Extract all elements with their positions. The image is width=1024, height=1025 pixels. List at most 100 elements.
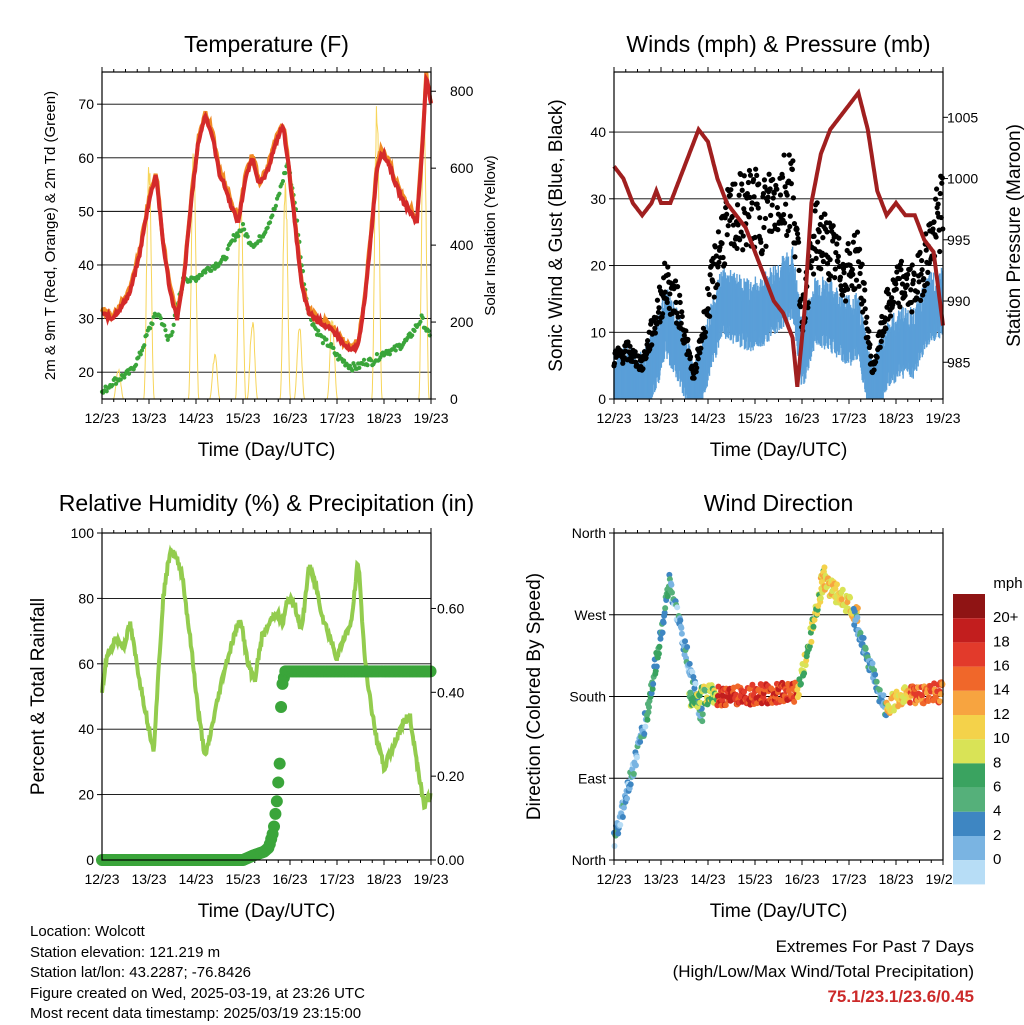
gust-point	[702, 329, 709, 335]
y-tick-label: North	[572, 852, 606, 868]
gust-point	[796, 267, 802, 274]
gust-point	[749, 200, 755, 206]
direction-point	[791, 698, 798, 705]
direction-point	[632, 762, 639, 769]
gust-point	[717, 244, 723, 250]
solar-line	[371, 106, 383, 400]
gust-point	[760, 190, 767, 197]
gust-point	[811, 233, 817, 239]
gust-point	[765, 194, 771, 200]
dewpoint-point	[203, 270, 208, 275]
y2-axis-label: Solar Insolation (Yellow)	[482, 155, 499, 315]
direction-point	[802, 662, 809, 669]
gust-point	[759, 248, 765, 254]
gust-point	[931, 219, 937, 225]
dewpoint-point	[236, 233, 241, 239]
dewpoint-point	[270, 213, 275, 218]
gust-point	[655, 309, 662, 315]
direction-point	[749, 681, 756, 688]
y-tick-label: 30	[78, 311, 94, 327]
gust-point	[754, 201, 760, 207]
direction-point	[847, 594, 854, 601]
legend-label: 16	[993, 658, 1010, 675]
gust-point	[824, 261, 831, 267]
gust-point	[732, 181, 738, 187]
x-tick-label: 19/23	[413, 410, 448, 426]
direction-point	[806, 643, 813, 650]
gust-point	[766, 171, 772, 177]
gust-point	[902, 292, 908, 299]
gust-point	[746, 167, 753, 174]
station-info: Location: Wolcott Station elevation: 121…	[30, 922, 365, 1025]
dewpoint-point	[273, 203, 278, 208]
gust-point	[755, 205, 761, 211]
gust-point	[792, 254, 798, 260]
dewpoint-point	[114, 381, 119, 386]
extremes-values: 75.1/23.1/23.6/0.45	[827, 987, 974, 1006]
gust-point	[883, 326, 889, 332]
y-tick-label: 0	[86, 852, 94, 868]
direction-point	[699, 711, 706, 718]
gust-point	[828, 273, 834, 279]
x-tick-label: 15/23	[225, 410, 260, 426]
gust-point	[917, 297, 924, 303]
dewpoint-point	[136, 355, 141, 360]
x-tick-label: 19/23	[413, 871, 448, 887]
gust-point	[780, 212, 787, 218]
direction-point	[857, 629, 864, 636]
dewpoint-point	[361, 357, 367, 362]
gust-point	[935, 201, 941, 207]
dewpoint-point	[320, 341, 325, 346]
x-tick-label: 12/23	[84, 410, 119, 426]
gust-point	[762, 215, 769, 222]
direction-point	[624, 795, 631, 802]
direction-point	[660, 619, 667, 626]
dewpoint-point	[387, 352, 392, 357]
dewpoint-point	[324, 337, 329, 342]
gust-point	[853, 277, 860, 283]
gust-point	[832, 266, 838, 272]
gust-point	[889, 295, 895, 301]
panel-title: Winds (mph) & Pressure (mb)	[626, 31, 930, 57]
dewpoint-point	[163, 328, 168, 333]
extremes-subtitle: (High/Low/Max Wind/Total Precipitation)	[672, 962, 974, 981]
gust-point	[782, 184, 788, 190]
direction-point	[808, 638, 815, 645]
dewpoint-point	[368, 358, 374, 363]
direction-point	[692, 680, 699, 687]
dewpoint-point	[110, 382, 115, 388]
plot-frame	[101, 71, 432, 400]
gust-point	[830, 223, 836, 229]
gust-point	[664, 299, 670, 305]
x-tick-label: 14/23	[690, 410, 725, 426]
panel-title: Relative Humidity (%) & Precipitation (i…	[59, 490, 474, 516]
gust-point	[683, 328, 689, 334]
gust-point	[893, 286, 899, 292]
direction-point	[702, 687, 709, 694]
x-tick-label: 17/23	[319, 871, 354, 887]
dewpoint-point	[420, 315, 425, 320]
dewpoint-point	[329, 342, 334, 347]
dewpoint-point	[196, 276, 201, 281]
direction-point	[642, 723, 649, 730]
gust-point	[750, 176, 757, 183]
gust-point	[673, 299, 679, 305]
extremes-box: Extremes For Past 7 Days (High/Low/Max W…	[673, 934, 974, 1009]
gust-point	[812, 208, 818, 214]
dewpoint-point	[142, 343, 147, 348]
gust-point	[678, 320, 684, 326]
solar-line	[112, 368, 125, 400]
legend-label: 18	[993, 633, 1010, 650]
gust-point	[774, 186, 780, 192]
x-tick-label: 14/23	[178, 871, 213, 887]
gust-point	[809, 258, 815, 264]
gust-point	[738, 229, 744, 235]
direction-point	[645, 709, 652, 716]
gust-point	[771, 190, 777, 196]
y2-tick-label: 995	[947, 232, 971, 248]
gust-point	[898, 258, 905, 264]
gust-point	[779, 174, 786, 180]
precip-point	[273, 757, 286, 770]
gust-point	[740, 233, 746, 239]
dewpoint-point	[245, 234, 250, 239]
